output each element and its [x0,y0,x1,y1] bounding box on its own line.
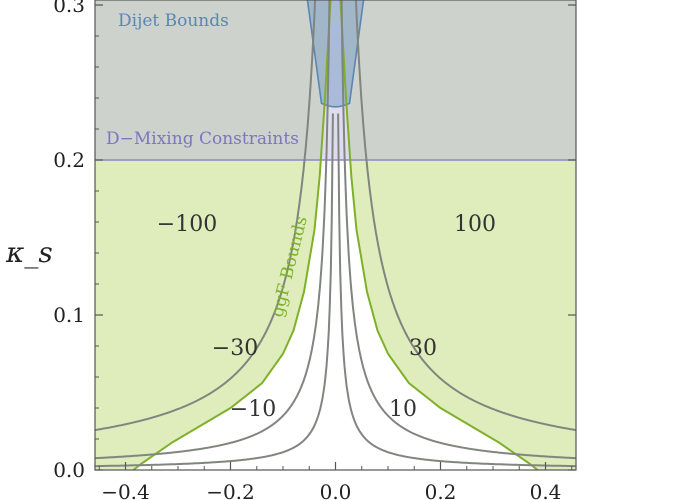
dmixing-constraints-label: D−Mixing Constraints [106,129,299,149]
contour-curve-minus-100 [95,0,317,432]
ggf-excluded-region [95,0,576,470]
x-tick-label: 0.0 [320,480,352,500]
contour-curve-minus-30 [95,0,331,460]
ggf-boundary-right [339,0,539,470]
ggf-boundary-left [132,0,332,470]
contour-curve-100 [354,0,576,432]
dijet-excluded-region [307,0,364,107]
contour-label: 10 [389,397,417,422]
x-tick-label: −0.4 [101,480,150,500]
contour-label: −10 [230,397,276,422]
contour-curve-10 [337,113,576,468]
y-tick-label: 0.2 [53,148,85,172]
dijet-bounds-label: Dijet Bounds [118,11,229,31]
contour-label: −30 [212,336,258,361]
contour-label: −100 [157,212,217,237]
y-tick-label: 0.1 [53,303,85,327]
dijet-boundary [306,0,365,108]
y-tick-label: 0.0 [53,458,85,482]
contour-curve-30 [340,0,576,460]
contour-curve-minus-10 [95,113,334,468]
x-tick-label: 0.4 [530,480,562,500]
contour-label: 30 [409,336,437,361]
x-tick-label: −0.2 [206,480,255,500]
y-axis-label: κ_s [5,236,53,269]
y-tick-label: 0.3 [53,0,85,17]
contour-label: 100 [454,212,496,237]
x-tick-label: 0.2 [425,480,457,500]
